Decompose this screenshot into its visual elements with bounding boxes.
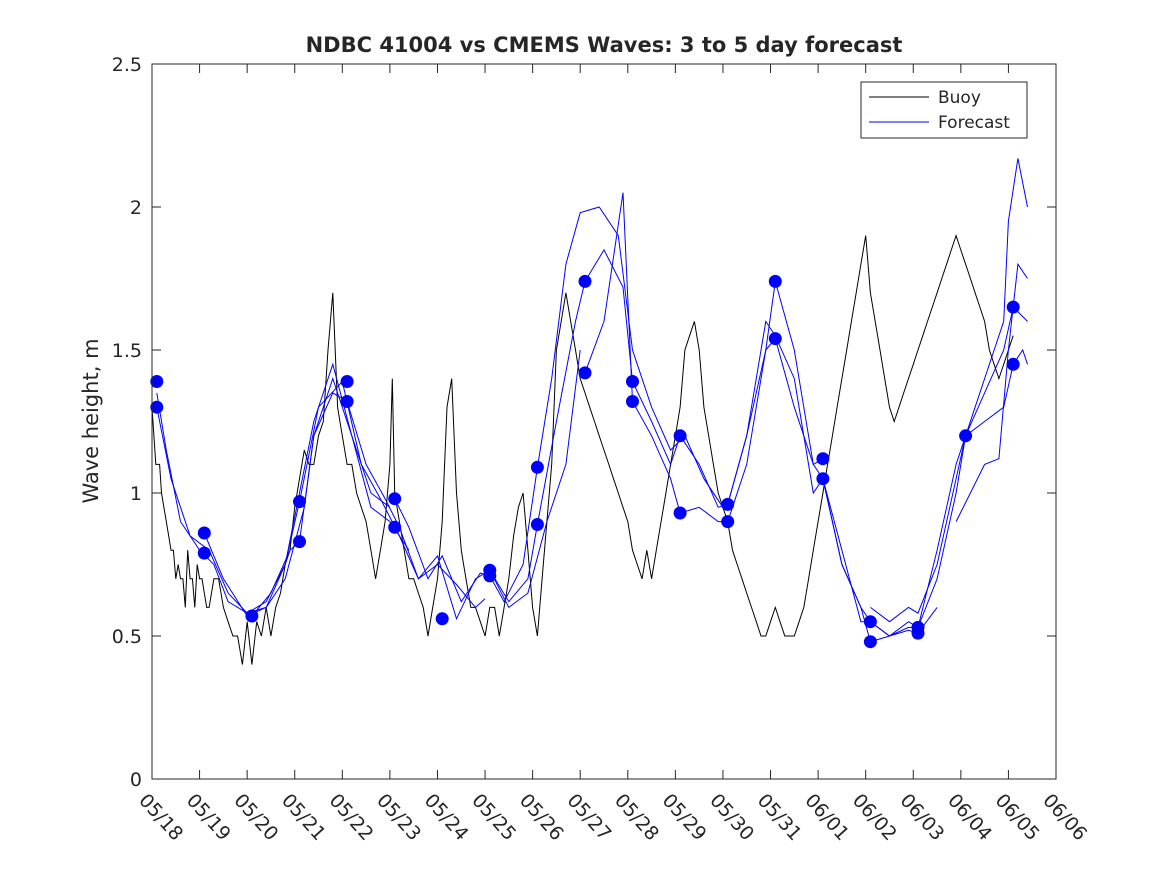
legend-box	[860, 81, 1028, 139]
forecast-marker	[959, 429, 973, 443]
plot-frame	[151, 63, 1057, 780]
forecast-marker	[150, 400, 164, 414]
forecast-marker	[1006, 357, 1020, 371]
forecast-marker	[1006, 300, 1020, 314]
forecast-marker	[578, 274, 592, 288]
forecast-marker	[626, 395, 639, 408]
forecast-marker	[197, 546, 211, 560]
y-tick-label: 0.5	[112, 626, 142, 648]
chart-title: NDBC 41004 vs CMEMS Waves: 3 to 5 day fo…	[306, 33, 903, 57]
forecast-marker	[483, 569, 497, 583]
forecast-series-line-9	[822, 348, 1028, 637]
y-tick-label: 0	[130, 769, 142, 791]
forecast-marker	[911, 626, 925, 640]
forecast-marker	[816, 472, 830, 486]
plot-area	[152, 64, 1056, 779]
forecast-marker	[768, 274, 782, 288]
forecast-marker	[388, 492, 402, 506]
forecast-marker	[721, 515, 735, 529]
forecast-marker	[863, 635, 877, 649]
forecast-marker	[150, 375, 164, 388]
forecast-series-line-7	[584, 192, 938, 643]
forecast-marker	[673, 506, 687, 520]
y-tick-label: 2.5	[112, 54, 142, 76]
forecast-marker	[245, 609, 259, 623]
forecast-series-line-6	[489, 248, 824, 603]
data-layer	[150, 158, 1028, 665]
forecast-marker	[293, 495, 306, 509]
forecast-marker	[530, 518, 544, 531]
forecast-marker	[293, 535, 306, 549]
forecast-marker	[626, 375, 639, 388]
forecast-marker	[197, 526, 211, 540]
legend: Buoy Forecast	[860, 81, 1028, 139]
y-tick-label: 2	[130, 197, 142, 219]
buoy-series-line	[151, 234, 1014, 665]
forecast-marker	[721, 497, 735, 511]
y-axis-label: Wave height, m	[79, 338, 103, 503]
forecast-marker	[340, 375, 354, 388]
forecast-marker	[530, 460, 544, 474]
forecast-series-line-4	[251, 349, 581, 621]
forecast-marker	[578, 366, 592, 380]
forecast-marker	[673, 429, 687, 443]
legend-buoy-label: Buoy	[938, 88, 981, 108]
forecast-marker	[388, 520, 402, 534]
forecast-series-line-5	[394, 206, 724, 603]
legend-forecast-label: Forecast	[938, 113, 1010, 133]
y-tick-label: 1.5	[112, 340, 142, 362]
forecast-marker	[340, 395, 354, 408]
forecast-series-line-11	[955, 262, 1028, 522]
forecast-marker	[768, 332, 782, 346]
forecast-marker	[816, 452, 830, 466]
forecast-series-line-10	[870, 158, 1028, 623]
y-tick-label: 1	[130, 483, 142, 505]
forecast-marker	[435, 612, 449, 626]
forecast-marker	[863, 615, 877, 629]
